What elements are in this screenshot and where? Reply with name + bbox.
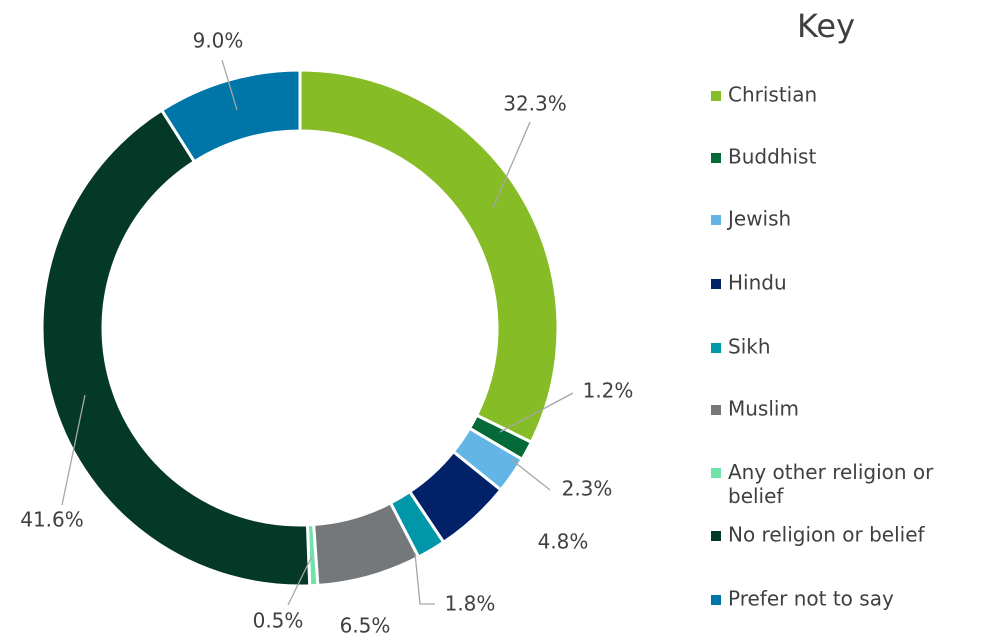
legend-label-line: belief: [728, 484, 784, 508]
leader-line: [414, 552, 435, 605]
data-label: 2.3%: [562, 477, 613, 501]
legend-title: Key: [797, 7, 855, 45]
legend-label: Jewish: [726, 207, 791, 231]
legend-swatch: [711, 279, 721, 289]
legend-label: No religion or belief: [728, 523, 926, 547]
donut-slice: [298, 68, 560, 445]
donut-slice: [159, 68, 302, 164]
legend-label: Christian: [728, 83, 817, 107]
legend-label: Buddhist: [728, 145, 816, 169]
legend-swatch: [711, 531, 721, 541]
legend-swatch: [711, 405, 721, 415]
data-label: 6.5%: [340, 614, 391, 638]
legend-label-line: Any other religion or: [728, 460, 934, 484]
data-label: 1.8%: [445, 592, 496, 616]
legend-label: Prefer not to say: [728, 587, 894, 611]
data-label: 1.2%: [583, 379, 634, 403]
legend-swatch: [711, 468, 721, 478]
data-label: 41.6%: [20, 508, 84, 532]
data-label: 4.8%: [538, 530, 589, 554]
donut-slice: [40, 108, 312, 588]
legend-swatch: [711, 215, 721, 225]
legend-label: Sikh: [728, 335, 771, 359]
legend-label: Hindu: [728, 271, 787, 295]
leader-line: [492, 121, 531, 209]
leader-line: [511, 459, 551, 491]
legend-swatch: [711, 595, 721, 605]
data-label: 32.3%: [503, 92, 567, 116]
legend-swatch: [711, 91, 721, 101]
leader-line: [221, 59, 238, 111]
legend-swatch: [711, 153, 721, 163]
legend-swatch: [711, 343, 721, 353]
leader-line: [499, 392, 574, 433]
leader-line: [287, 555, 313, 606]
data-label: 9.0%: [193, 29, 244, 53]
legend-label: Any other religion or belief: [728, 460, 934, 508]
data-label: 0.5%: [253, 609, 304, 633]
legend-label: Muslim: [728, 397, 799, 421]
leader-line: [61, 394, 86, 506]
